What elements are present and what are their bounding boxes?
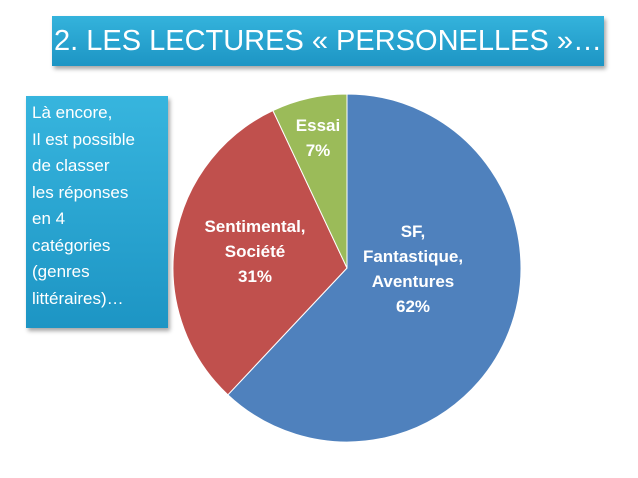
- side-text-line: Là encore,: [32, 103, 113, 122]
- side-text-line: Il est possible: [32, 129, 135, 149]
- side-text-box: Là encore, Il est possible de classer le…: [26, 96, 168, 328]
- slice-label: SF, Fantastique, Aventures 62%: [363, 222, 463, 316]
- side-text-line: de classer: [32, 156, 110, 175]
- slice-sf-fantastique-aventures: [227, 93, 522, 443]
- title-bar: 2. LES LECTURES « PERSONELLES »…: [52, 16, 604, 66]
- side-text-line: en 4: [32, 209, 66, 228]
- side-text-line: littéraires)…: [32, 288, 124, 308]
- side-text-line: catégories: [32, 235, 111, 255]
- slice-sentimental-societe: [172, 109, 348, 396]
- side-text-line: (genres: [32, 262, 90, 281]
- slice-essai: [272, 93, 348, 269]
- slice-label: Sentimental, Société 31%: [204, 217, 305, 286]
- slide-title: 2. LES LECTURES « PERSONELLES »…: [54, 24, 602, 57]
- slice-label: Essai 7%: [296, 116, 340, 160]
- side-text-line: les réponses: [32, 182, 129, 202]
